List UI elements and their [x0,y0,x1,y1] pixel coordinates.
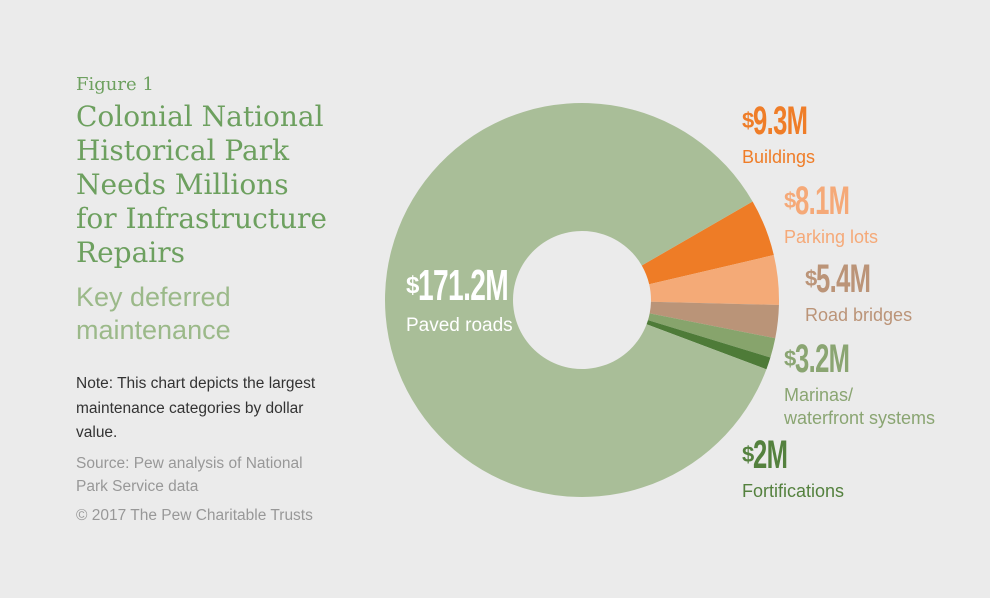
slice-label-parking-lots: $8.1M Parking lots [784,179,880,249]
category-label: Marinas/ waterfront systems [784,385,936,428]
slice-buildings [641,201,774,285]
subtitle-line: maintenance [76,315,231,345]
currency-symbol: $ [784,188,797,213]
slice-parking-lots [649,255,780,305]
note-text: Note: This chart depicts the largest mai… [76,375,316,441]
amount-value: $3.2M [784,337,850,381]
slice-marinas-waterfront-systems [647,313,776,358]
chart-title: Colonial National Historical Park Needs … [76,100,327,270]
title-line: Needs Millions [76,168,289,201]
slice-fortifications [646,320,771,370]
subtitle-line: Key deferred [76,282,231,312]
slice-label-buildings: $9.3M Buildings [742,99,838,169]
slice-label-fortifications: $2M Fortifications [742,433,845,503]
slice-label-paved-roads: $171.2M Paved roads [406,261,559,337]
amount-value: $9.3M [742,99,808,143]
figure-label: Figure 1 [76,74,154,95]
title-line: Historical Park [76,134,290,167]
currency-symbol: $ [406,272,420,299]
title-line: Colonial National [76,100,324,133]
category-label: Paved roads [406,315,513,336]
source-text: Source: Pew analysis of National Park Se… [76,455,303,495]
slice-paved-roads [385,102,767,497]
amount-value: $8.1M [784,179,850,223]
slice-label-marinas-waterfront-systems: $3.2M Marinas/ waterfront systems [784,337,936,430]
chart-subtitle: Key deferred maintenance [76,281,231,347]
category-label: Road bridges [805,305,913,325]
currency-symbol: $ [805,266,818,291]
currency-symbol: $ [742,108,755,133]
copyright-text: © 2017 The Pew Charitable Trusts [76,507,313,524]
category-label: Parking lots [784,227,879,247]
currency-symbol: $ [784,346,797,371]
currency-symbol: $ [742,442,755,467]
category-label: Fortifications [742,481,845,501]
category-label: Buildings [742,147,816,167]
amount-value: $5.4M [805,257,871,301]
amount-value: $171.2M [406,261,509,310]
title-line: Repairs [76,236,185,269]
slice-label-road-bridges: $5.4M Road bridges [805,257,913,327]
slice-road-bridges [649,301,779,339]
title-line: for Infrastructure [76,202,328,235]
amount-value: $2M [742,433,788,477]
